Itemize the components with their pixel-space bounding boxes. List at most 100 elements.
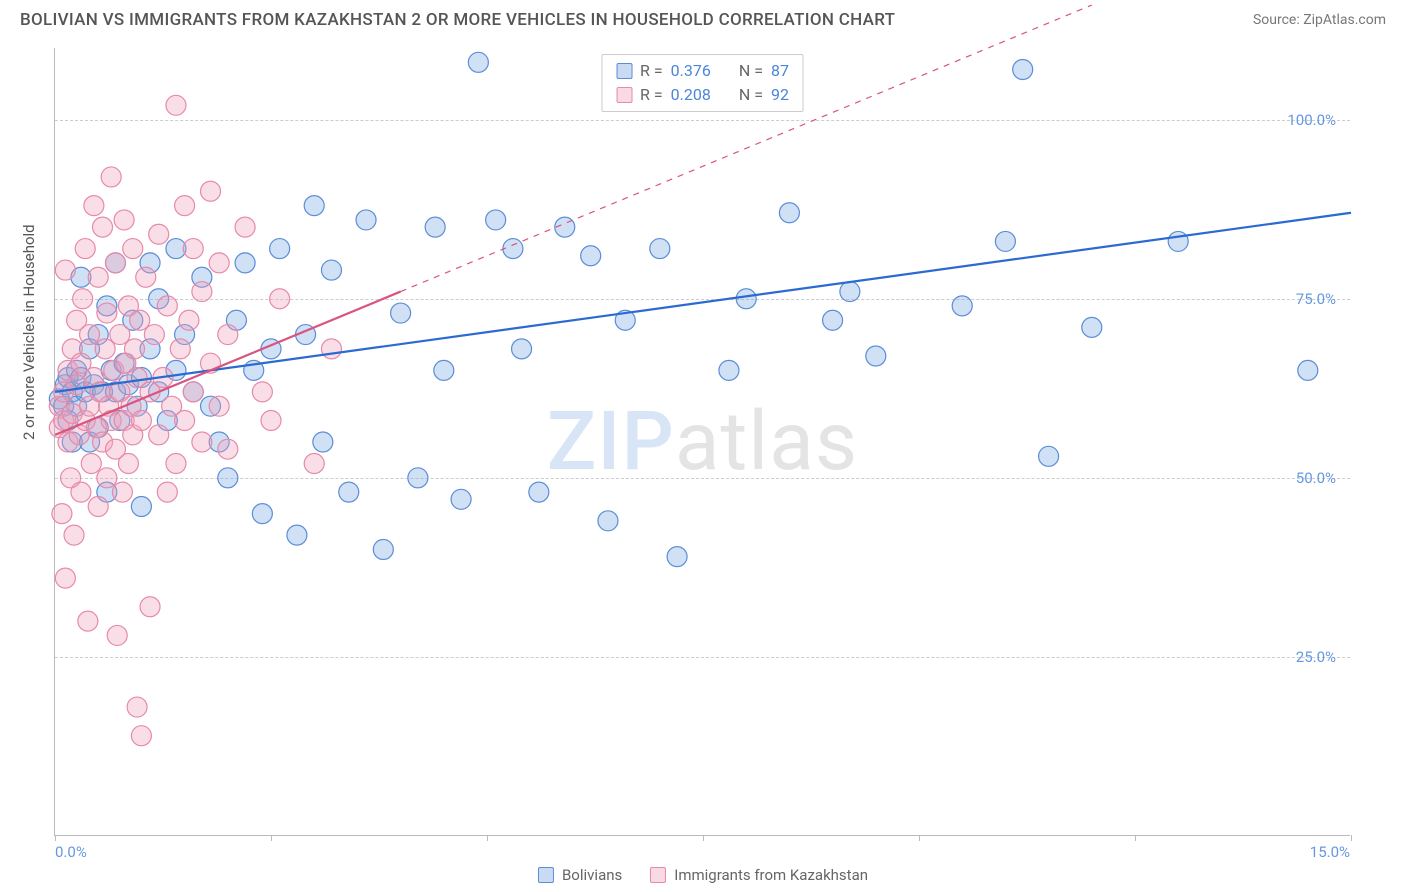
data-point (736, 289, 756, 309)
trend-line-extrapolated (401, 5, 1092, 292)
data-point (107, 625, 127, 645)
data-point (218, 468, 238, 488)
data-point (78, 611, 98, 631)
data-point (252, 382, 272, 402)
data-point (356, 210, 376, 230)
data-point (1082, 317, 1102, 337)
data-point (209, 253, 229, 273)
legend-r-label: R = (640, 83, 663, 107)
legend-item: Immigrants from Kazakhstan (650, 866, 868, 884)
data-point (201, 181, 221, 201)
data-point (175, 411, 195, 431)
legend-swatch (650, 867, 666, 883)
data-point (64, 525, 84, 545)
legend-r-value: 0.208 (671, 83, 711, 107)
legend-row: R = 0.376 N = 87 (616, 59, 789, 83)
data-point (373, 539, 393, 559)
data-point (252, 504, 272, 524)
x-tick (487, 835, 488, 841)
x-tick (703, 835, 704, 841)
x-tick-label: 0.0% (55, 843, 87, 861)
data-point (598, 511, 618, 531)
data-point (55, 260, 75, 280)
legend-n-value: 87 (771, 59, 789, 83)
series-legend: BoliviansImmigrants from Kazakhstan (538, 866, 868, 884)
data-point (101, 167, 121, 187)
data-point (166, 95, 186, 115)
legend-r-label: R = (640, 59, 663, 83)
data-point (1298, 360, 1318, 380)
data-point (529, 482, 549, 502)
x-tick (55, 835, 56, 841)
chart-header: BOLIVIAN VS IMMIGRANTS FROM KAZAKHSTAN 2… (0, 0, 1406, 36)
data-point (144, 325, 164, 345)
data-point (114, 210, 134, 230)
data-point (55, 568, 75, 588)
data-point (124, 339, 144, 359)
data-point (149, 425, 169, 445)
data-point (71, 482, 91, 502)
x-tick (1351, 835, 1352, 841)
data-point (995, 231, 1015, 251)
data-point (1013, 59, 1033, 79)
legend-n-value: 92 (771, 83, 789, 107)
data-point (719, 360, 739, 380)
data-point (192, 282, 212, 302)
data-point (131, 726, 151, 746)
legend-row: R = 0.208 N = 92 (616, 83, 789, 107)
data-point (823, 310, 843, 330)
data-point (304, 196, 324, 216)
data-point (581, 246, 601, 266)
data-point (183, 382, 203, 402)
data-point (149, 224, 169, 244)
data-point (235, 217, 255, 237)
data-point (391, 303, 411, 323)
data-point (136, 267, 156, 287)
data-point (84, 196, 104, 216)
data-point (97, 468, 117, 488)
data-point (650, 239, 670, 259)
legend-series-label: Immigrants from Kazakhstan (674, 866, 868, 884)
chart-title: BOLIVIAN VS IMMIGRANTS FROM KAZAKHSTAN 2… (20, 10, 895, 30)
data-point (170, 339, 190, 359)
data-point (80, 325, 100, 345)
data-point (270, 239, 290, 259)
data-point (175, 196, 195, 216)
data-point (127, 697, 147, 717)
data-point (313, 432, 333, 452)
legend-r-value: 0.376 (671, 59, 711, 83)
data-point (779, 203, 799, 223)
legend-swatch (616, 63, 632, 79)
data-point (88, 496, 108, 516)
data-point (486, 210, 506, 230)
data-point (97, 303, 117, 323)
data-point (304, 453, 324, 473)
data-point (952, 296, 972, 316)
correlation-legend: R = 0.376 N = 87 R = 0.208 N = 92 (601, 54, 804, 112)
data-point (840, 282, 860, 302)
data-point (73, 289, 93, 309)
data-point (261, 411, 281, 431)
data-point (425, 217, 445, 237)
data-point (140, 597, 160, 617)
data-point (183, 239, 203, 259)
data-point (157, 296, 177, 316)
data-point (321, 339, 341, 359)
x-tick (1135, 835, 1136, 841)
data-point (235, 253, 255, 273)
data-point (192, 432, 212, 452)
trend-line (55, 213, 1351, 392)
data-point (52, 504, 72, 524)
data-point (218, 325, 238, 345)
plot-area: ZIPatlas R =0.376N =87R =0.208N =92 25.0… (54, 48, 1350, 836)
data-point (434, 360, 454, 380)
data-point (118, 453, 138, 473)
legend-n-label: N = (739, 83, 763, 107)
data-point (130, 310, 150, 330)
x-tick (919, 835, 920, 841)
data-point (131, 496, 151, 516)
data-point (105, 253, 125, 273)
data-point (287, 525, 307, 545)
data-point (81, 453, 101, 473)
legend-n-label: N = (739, 59, 763, 83)
